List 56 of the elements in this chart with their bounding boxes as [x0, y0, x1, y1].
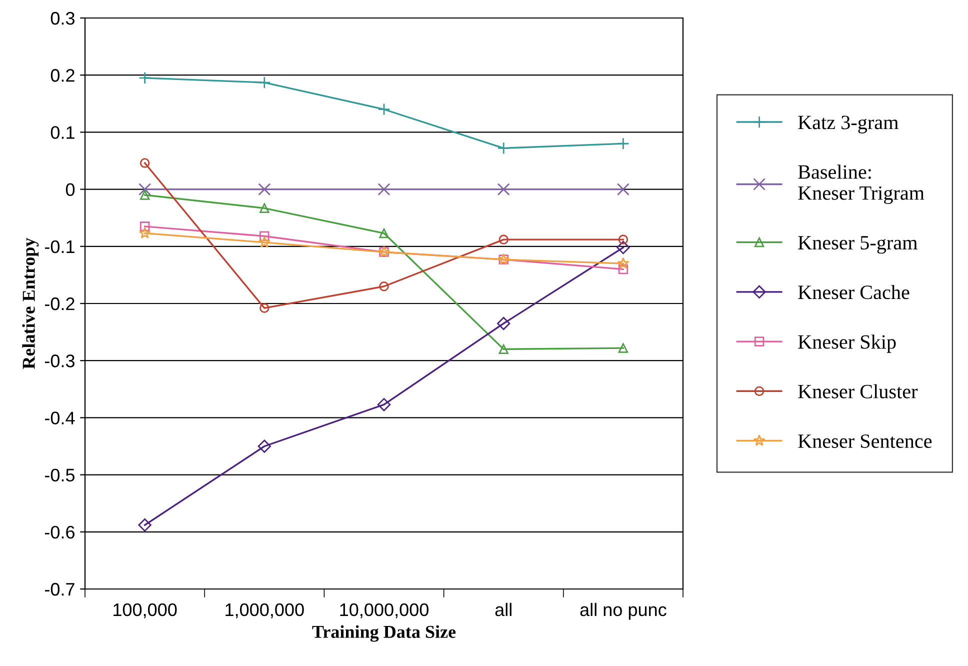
y-tick-label: 0.2: [50, 69, 74, 82]
legend-label: Kneser Skip: [798, 334, 896, 353]
point: [258, 440, 271, 453]
point: [138, 518, 152, 532]
point: [497, 142, 510, 154]
point: [260, 203, 270, 214]
point: [378, 183, 390, 196]
y-tick-label: -0.3: [44, 354, 74, 368]
point: [377, 398, 391, 412]
point: [618, 234, 628, 244]
y-tick-label: 0: [66, 183, 75, 196]
point: [498, 234, 508, 244]
point: [260, 231, 270, 241]
point: [378, 103, 390, 116]
point: [379, 282, 389, 292]
x-tick-label: all no punc: [580, 602, 666, 620]
point: [618, 264, 628, 274]
point: [497, 316, 510, 330]
point: [616, 240, 630, 254]
point: [140, 222, 150, 232]
legend-label: Kneser 5-gram: [798, 236, 918, 254]
point: [138, 72, 152, 84]
x-axis-title: Training Data Size: [312, 625, 456, 642]
point: [379, 228, 389, 238]
y-tick-label: 0.1: [50, 126, 74, 139]
point: [616, 183, 630, 196]
point: [258, 183, 271, 196]
y-tick-label: -0.5: [44, 468, 75, 482]
y-tick-label: -0.1: [44, 240, 74, 254]
x-tick-label: 1,000,000: [226, 603, 304, 618]
point: [138, 183, 152, 196]
point: [258, 76, 271, 89]
legend-label: Katz 3-gram: [798, 116, 898, 134]
point: [616, 137, 630, 150]
x-tick-label: 10,000,000: [340, 603, 428, 618]
point: [617, 257, 630, 269]
y-tick-label: 0.3: [50, 12, 74, 25]
x-tick-label: all: [495, 602, 512, 616]
legend-label: Kneser Cache: [798, 284, 910, 300]
point: [140, 158, 150, 168]
point: [258, 236, 270, 248]
legend-label: Kneser Sentence: [798, 434, 932, 448]
x-tick-label: 100,000: [114, 603, 177, 618]
y-tick-label: -0.7: [44, 582, 74, 596]
point: [260, 303, 270, 313]
point: [498, 344, 508, 354]
y-tick-label: -0.2: [44, 297, 74, 310]
point: [138, 227, 151, 238]
point: [497, 183, 510, 196]
point: [618, 343, 628, 353]
y-tick-label: -0.4: [44, 412, 75, 424]
y-axis-title: Relative Entropy: [22, 238, 39, 369]
legend-label: Kneser Cluster: [798, 384, 918, 398]
point: [140, 190, 150, 200]
y-tick-label: -0.6: [44, 526, 74, 539]
legend-label: Baseline: Kneser Trigram: [798, 164, 924, 204]
